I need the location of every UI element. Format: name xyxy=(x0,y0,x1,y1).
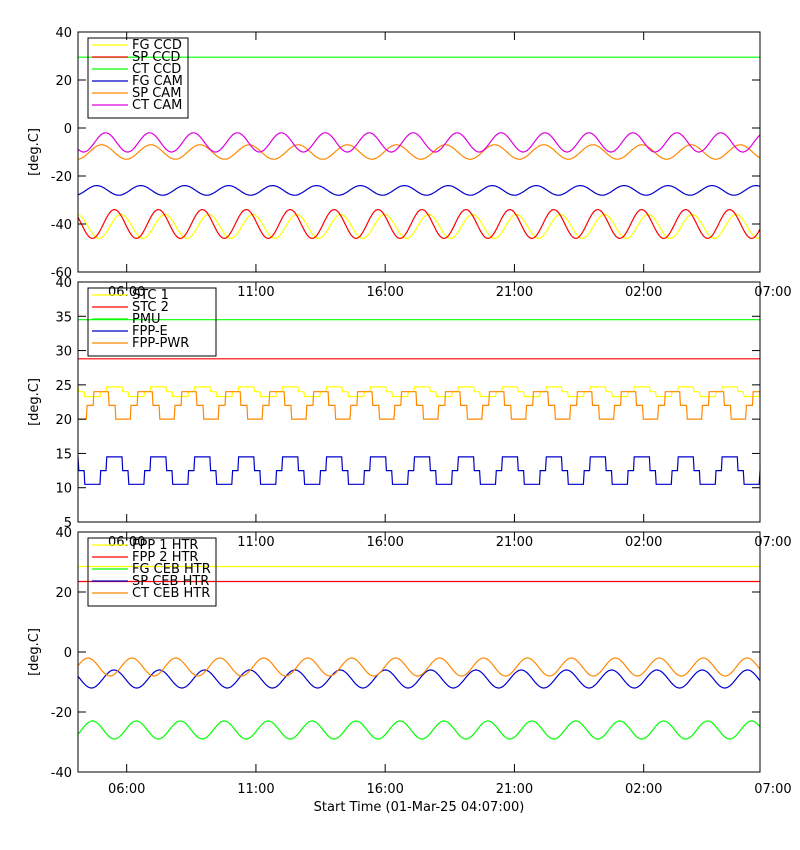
legend-label: FPP 2 HTR xyxy=(132,550,198,565)
x-tick-label: 16:00 xyxy=(366,535,403,550)
legend-label: CT CCD xyxy=(132,62,181,77)
x-tick-label: 21:00 xyxy=(496,285,533,300)
panel-bottom: 40 20 0 -20 -40 06:00 11:00 16:00 21:00 02:00 07:0… xyxy=(27,526,792,797)
legend-label: FG CCD xyxy=(132,38,182,53)
x-axis-title: Start Time (01-Mar-25 04:07:00) xyxy=(314,800,525,815)
x-tick-label: 11:00 xyxy=(237,285,274,300)
x-tick-label-bottom: 07:00 xyxy=(754,782,791,797)
series-line-sp-cam xyxy=(77,144,761,160)
series-line-sp-ceb-htr xyxy=(77,669,761,689)
legend-label: CT CAM xyxy=(132,98,182,113)
legend-label: FPP-E xyxy=(132,324,168,339)
x-tick-label-bottom: 11:00 xyxy=(237,782,274,797)
x-tick-label: 16:00 xyxy=(366,285,403,300)
y-tick-label: 40 xyxy=(55,26,72,41)
series-line-fg-ccd xyxy=(77,213,761,239)
y-tick-label: 10 xyxy=(55,482,72,497)
y-tick-label: 40 xyxy=(55,526,72,541)
plot-frame xyxy=(77,31,761,273)
series-line-stc-1 xyxy=(77,386,761,398)
legend-label: SP CEB HTR xyxy=(132,574,209,589)
y-tick-label: 0 xyxy=(64,646,72,661)
legend-label: CT CEB HTR xyxy=(132,586,210,601)
series-line-fg-ceb-htr xyxy=(77,720,761,740)
x-tick-label: 06:00 xyxy=(108,535,145,550)
y-tick-label: 30 xyxy=(55,345,72,360)
legend-label: PMU xyxy=(132,312,161,327)
x-tick-label: 07:00 xyxy=(754,535,791,550)
y-axis-title: [deg.C] xyxy=(27,128,42,176)
y-axis-title: [deg.C] xyxy=(27,378,42,426)
series-line-sp-ccd xyxy=(77,208,761,240)
legend-box xyxy=(87,37,189,119)
series-line-ct-ceb-htr xyxy=(77,657,761,677)
x-tick-label: 02:00 xyxy=(625,285,662,300)
y-tick-label: -40 xyxy=(51,766,72,781)
y-tick-label: 35 xyxy=(55,310,72,325)
series-line-ct-cam xyxy=(77,132,761,153)
legend-label: FG CEB HTR xyxy=(132,562,211,577)
y-tick-label: 25 xyxy=(55,379,72,394)
legend-label: SP CCD xyxy=(132,50,180,65)
x-tick-label-bottom: 16:00 xyxy=(366,782,403,797)
y-tick-label: 0 xyxy=(64,122,72,137)
x-tick-label: 07:00 xyxy=(754,285,791,300)
legend-box xyxy=(87,537,217,607)
y-tick-label: 20 xyxy=(55,413,72,428)
panel-middle: 40 35 30 25 20 15 10 5 06:00 11:00 16:00 21:00 02:00… xyxy=(27,276,792,531)
y-tick-label: 15 xyxy=(55,447,72,462)
y-tick-label: -20 xyxy=(51,170,72,185)
y-tick-label: -40 xyxy=(51,218,72,233)
legend-label: STC 2 xyxy=(132,300,169,315)
legend-label: FG CAM xyxy=(132,74,183,89)
y-tick-label: -20 xyxy=(51,706,72,721)
series-line-fpp-pwr xyxy=(78,391,760,420)
legend-box xyxy=(87,287,217,357)
x-tick-label: 21:00 xyxy=(496,535,533,550)
y-axis-title: [deg.C] xyxy=(27,628,42,676)
y-tick-label: 5 xyxy=(64,516,72,531)
plot-frame xyxy=(77,281,761,523)
series-line-fg-cam xyxy=(77,185,761,196)
x-tick-label-bottom: 06:00 xyxy=(108,782,145,797)
x-tick-label: 02:00 xyxy=(625,535,662,550)
legend-label: FPP-PWR xyxy=(132,336,189,351)
y-tick-label: 20 xyxy=(55,586,72,601)
x-tick-label: 06:00 xyxy=(108,285,145,300)
series-line-fpp-e xyxy=(77,456,761,485)
x-tick-label-bottom: 21:00 xyxy=(496,782,533,797)
x-tick-label: 11:00 xyxy=(237,535,274,550)
legend-label: FPP 1 HTR xyxy=(132,538,198,553)
y-tick-label: 40 xyxy=(55,276,72,291)
legend-label: SP CAM xyxy=(132,86,181,101)
x-tick-label-bottom: 02:00 xyxy=(625,782,662,797)
y-tick-label: 20 xyxy=(55,74,72,89)
y-tick-label: -60 xyxy=(51,266,72,281)
legend-label: STC 1 xyxy=(132,288,169,303)
